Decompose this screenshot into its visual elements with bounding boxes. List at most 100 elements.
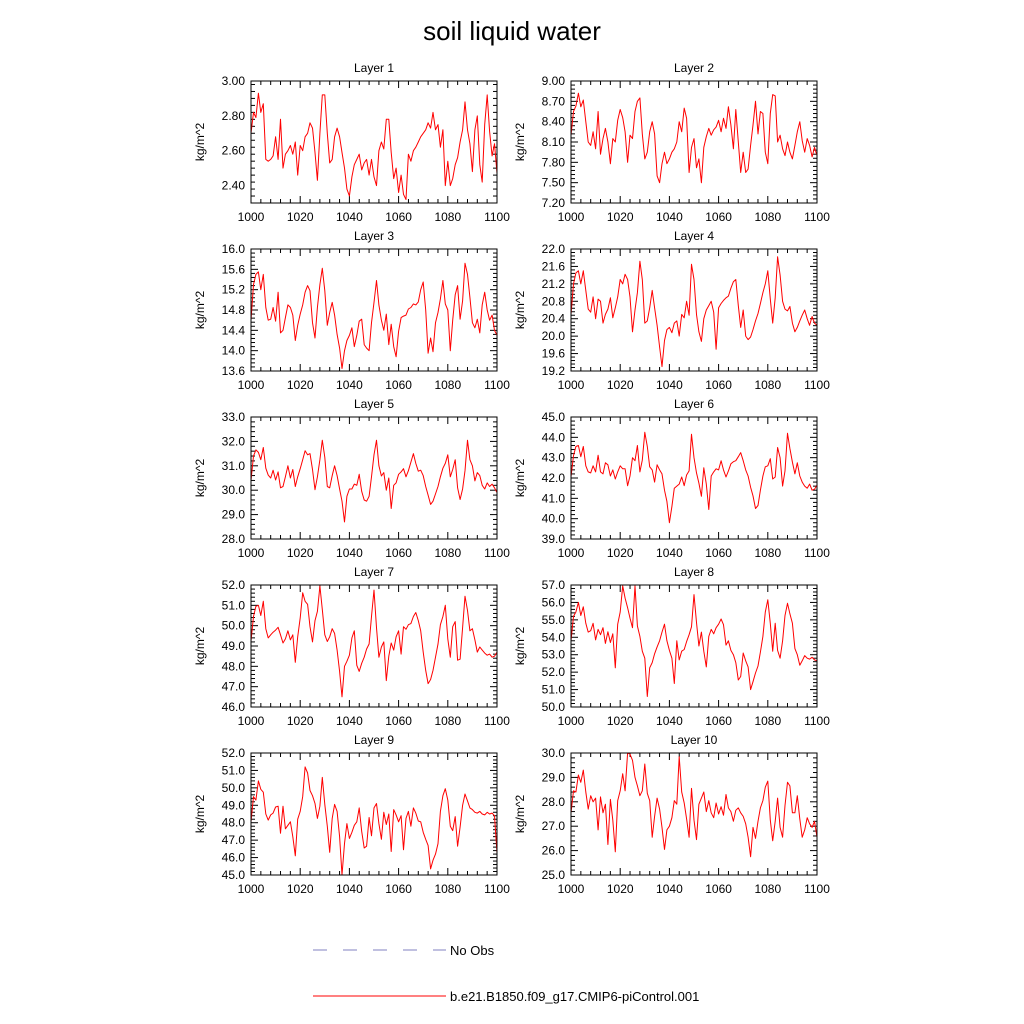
x-tick-label: 1080 <box>754 882 781 896</box>
x-tick-label: 1100 <box>804 882 830 896</box>
x-tick-label: 1040 <box>336 882 363 896</box>
x-tick-label: 1040 <box>336 210 363 224</box>
x-tick-label: 1060 <box>705 210 732 224</box>
panel-title: Layer 5 <box>354 397 394 411</box>
y-tick-label: 32.0 <box>222 434 246 448</box>
y-tick-label: 44.0 <box>542 430 566 444</box>
y-tick-label: 40.0 <box>542 512 566 526</box>
y-tick-label: 46.0 <box>222 851 246 865</box>
x-tick-label: 1080 <box>434 714 461 728</box>
legend-label-no-obs: No Obs <box>450 943 495 958</box>
panel-title: Layer 7 <box>354 565 394 579</box>
y-axis-label: kg/m^2 <box>513 627 527 666</box>
panel-6: Layer 6 kg/m^2 1000 1020 1040 1060 1080 1100 39.… <box>513 397 830 560</box>
y-axis-label: kg/m^2 <box>513 459 527 498</box>
panel-title: Layer 4 <box>674 229 714 243</box>
y-tick-label: 50.0 <box>222 781 246 795</box>
x-tick-label: 1060 <box>385 546 412 560</box>
panel-title: Layer 1 <box>354 61 394 75</box>
x-tick-label: 1060 <box>385 882 412 896</box>
y-tick-label: 2.40 <box>222 179 246 193</box>
y-tick-label: 55.0 <box>542 613 566 627</box>
y-tick-label: 14.8 <box>222 303 246 317</box>
series-line <box>570 256 818 368</box>
y-axis-label: kg/m^2 <box>193 123 207 162</box>
y-tick-label: 21.6 <box>542 259 566 273</box>
panel-8: Layer 8 kg/m^2 1000 1020 1040 1060 1080 1100 50.… <box>513 565 830 728</box>
y-axis-label: kg/m^2 <box>513 291 527 330</box>
panel-title: Layer 9 <box>354 733 394 747</box>
x-tick-label: 1060 <box>385 210 412 224</box>
x-tick-label: 1060 <box>385 378 412 392</box>
y-tick-label: 51.0 <box>542 683 566 697</box>
x-tick-label: 1100 <box>804 378 830 392</box>
series-line <box>570 752 818 858</box>
y-tick-label: 29.0 <box>222 508 246 522</box>
x-tick-label: 1080 <box>754 210 781 224</box>
x-tick-label: 1000 <box>558 714 585 728</box>
y-tick-label: 52.0 <box>222 746 246 760</box>
x-tick-label: 1000 <box>558 882 585 896</box>
y-tick-label: 50.0 <box>542 700 566 714</box>
x-tick-label: 1020 <box>607 210 634 224</box>
x-tick-label: 1020 <box>287 378 314 392</box>
panel-7: Layer 7 kg/m^2 1000 1020 1040 1060 1080 1100 46.… <box>193 565 510 728</box>
y-tick-label: 15.6 <box>222 262 246 276</box>
y-tick-label: 53.0 <box>542 648 566 662</box>
legend: No Obs b.e21.B1850.f09_g17.CMIP6-piContr… <box>313 943 699 1004</box>
x-tick-label: 1020 <box>287 882 314 896</box>
x-tick-label: 1000 <box>558 378 585 392</box>
y-tick-label: 30.0 <box>542 746 566 760</box>
x-tick-label: 1020 <box>607 882 634 896</box>
plot-frame <box>250 584 498 708</box>
y-tick-label: 39.0 <box>542 532 566 546</box>
x-tick-label: 1080 <box>434 546 461 560</box>
y-tick-label: 43.0 <box>542 451 566 465</box>
y-tick-label: 8.40 <box>542 115 566 129</box>
x-tick-label: 1040 <box>656 378 683 392</box>
panel-2: Layer 2 kg/m^2 1000 1020 1040 1060 1080 1100 7.2… <box>513 61 830 224</box>
y-tick-label: 30.0 <box>222 483 246 497</box>
panel-title: Layer 6 <box>674 397 714 411</box>
x-tick-label: 1100 <box>484 378 510 392</box>
y-tick-label: 25.0 <box>542 868 566 882</box>
x-tick-label: 1000 <box>238 882 265 896</box>
series-line <box>250 439 498 523</box>
series-line <box>250 585 498 698</box>
y-tick-label: 19.6 <box>542 347 566 361</box>
y-tick-label: 29.0 <box>542 770 566 784</box>
y-tick-label: 42.0 <box>542 471 566 485</box>
x-tick-label: 1000 <box>238 210 265 224</box>
y-tick-label: 47.0 <box>222 833 246 847</box>
series-line <box>570 585 818 697</box>
x-tick-label: 1060 <box>385 714 412 728</box>
y-tick-label: 21.2 <box>542 277 566 291</box>
plot-frame <box>570 248 818 372</box>
y-tick-label: 22.0 <box>542 242 566 256</box>
y-tick-label: 28.0 <box>222 532 246 546</box>
y-tick-label: 48.0 <box>222 816 246 830</box>
x-tick-label: 1100 <box>804 546 830 560</box>
x-tick-label: 1000 <box>238 546 265 560</box>
y-tick-label: 14.0 <box>222 344 246 358</box>
y-tick-label: 31.0 <box>222 459 246 473</box>
series-line <box>250 766 498 876</box>
y-tick-label: 20.0 <box>542 329 566 343</box>
plot-frame <box>570 80 818 204</box>
x-tick-label: 1000 <box>558 210 585 224</box>
panel-4: Layer 4 kg/m^2 1000 1020 1040 1060 1080 1100 19.… <box>513 229 830 392</box>
panel-10: Layer 10 kg/m^2 1000 1020 1040 1060 1080 1100 25… <box>513 733 830 896</box>
y-tick-label: 7.20 <box>542 196 566 210</box>
series-line <box>570 431 818 524</box>
series-line <box>570 92 818 184</box>
x-tick-label: 1040 <box>656 546 683 560</box>
y-tick-label: 7.50 <box>542 176 566 190</box>
panel-9: Layer 9 kg/m^2 1000 1020 1040 1060 1080 1100 45.… <box>193 733 510 896</box>
y-tick-label: 2.60 <box>222 144 246 158</box>
x-tick-label: 1100 <box>484 210 510 224</box>
y-tick-label: 48.0 <box>222 659 246 673</box>
x-tick-label: 1080 <box>434 210 461 224</box>
y-tick-label: 51.0 <box>222 598 246 612</box>
y-tick-label: 41.0 <box>542 491 566 505</box>
panel-3: Layer 3 kg/m^2 1000 1020 1040 1060 1080 1100 13.… <box>193 229 510 392</box>
